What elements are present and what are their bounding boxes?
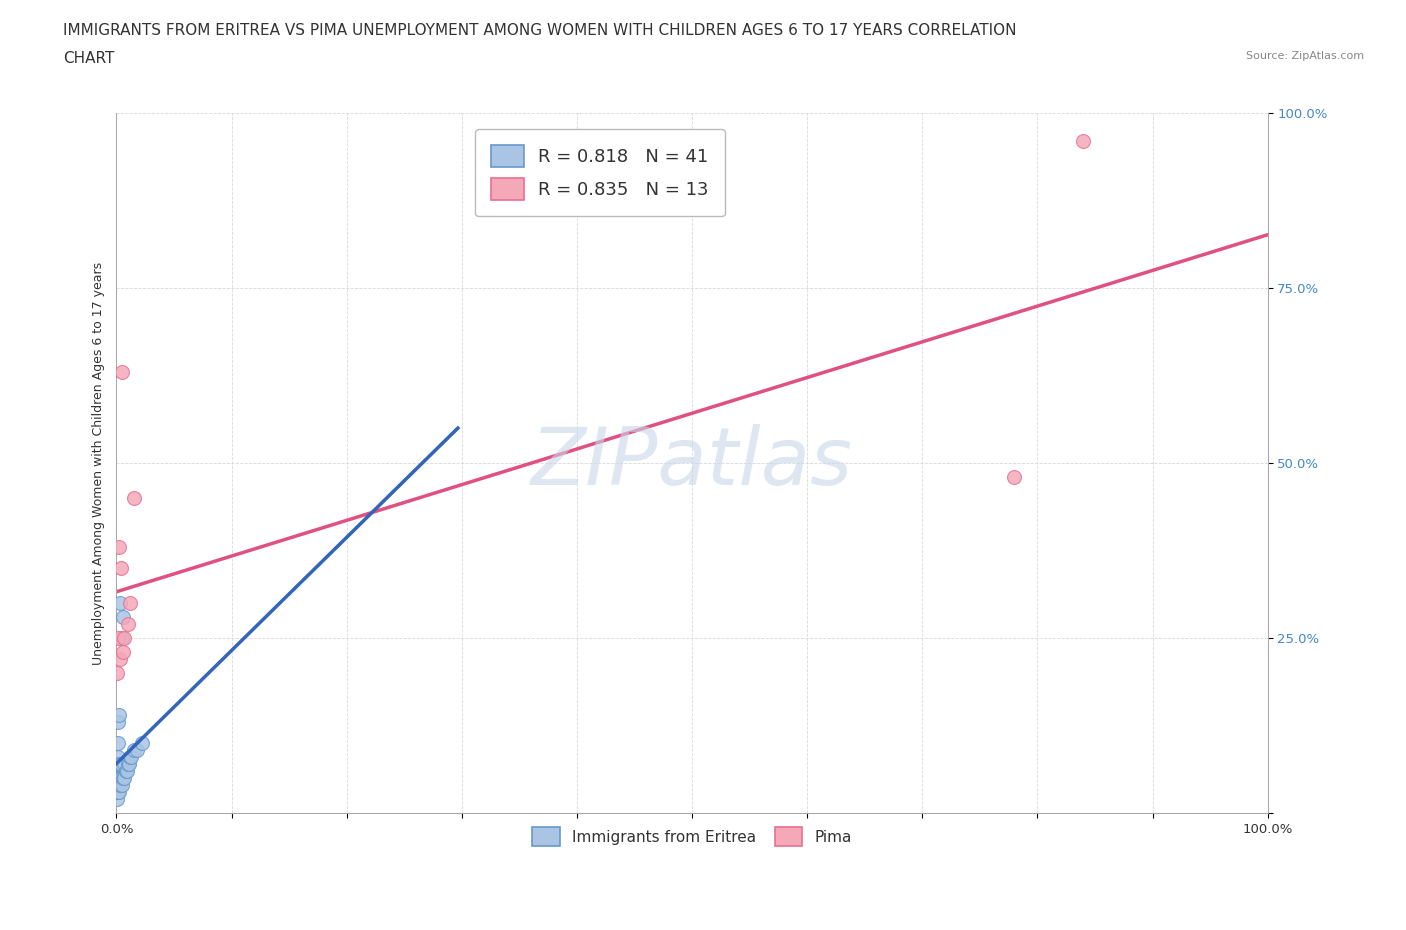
Point [107, 539, 129, 554]
Point [107, 777, 129, 792]
Point [118, 757, 141, 772]
Point [114, 631, 136, 645]
Point [110, 771, 132, 786]
Point [107, 771, 129, 786]
Point [107, 771, 129, 786]
Point [107, 771, 129, 786]
Point [117, 617, 139, 631]
Point [105, 771, 128, 786]
Point [111, 365, 134, 379]
Point [107, 708, 129, 723]
Text: CHART: CHART [63, 51, 115, 66]
Point [105, 777, 128, 792]
Text: ZIPatlas: ZIPatlas [531, 424, 853, 502]
Point [120, 595, 142, 610]
Point [107, 631, 129, 645]
Point [107, 757, 129, 772]
Point [114, 764, 136, 778]
Point [117, 757, 139, 772]
Point [1073, 134, 1095, 149]
Point [114, 771, 136, 786]
Point [107, 736, 129, 751]
Point [108, 757, 131, 772]
Point [110, 561, 132, 576]
Point [107, 750, 129, 764]
Point [105, 785, 128, 800]
Point [127, 743, 149, 758]
Point [108, 595, 131, 610]
Point [105, 757, 128, 772]
Point [107, 714, 129, 729]
Point [108, 771, 131, 786]
Point [1002, 470, 1025, 485]
Point [122, 743, 145, 758]
Point [111, 631, 134, 645]
Point [108, 777, 131, 792]
Point [107, 785, 129, 800]
Point [112, 771, 135, 786]
Point [108, 652, 131, 667]
Point [115, 764, 138, 778]
Point [108, 771, 131, 786]
Point [111, 777, 134, 792]
Point [131, 736, 153, 751]
Point [114, 757, 136, 772]
Point [107, 777, 129, 792]
Point [107, 764, 129, 778]
Y-axis label: Unemployment Among Women with Children Ages 6 to 17 years: Unemployment Among Women with Children A… [93, 261, 105, 665]
Point [122, 491, 145, 506]
Point [110, 757, 132, 772]
Point [120, 750, 142, 764]
Point [107, 757, 129, 772]
Text: Source: ZipAtlas.com: Source: ZipAtlas.com [1246, 51, 1364, 61]
Point [105, 666, 128, 681]
Legend: Immigrants from Eritrea, Pima: Immigrants from Eritrea, Pima [520, 815, 863, 858]
Text: IMMIGRANTS FROM ERITREA VS PIMA UNEMPLOYMENT AMONG WOMEN WITH CHILDREN AGES 6 TO: IMMIGRANTS FROM ERITREA VS PIMA UNEMPLOY… [63, 23, 1017, 38]
Point [112, 610, 135, 625]
Point [120, 750, 142, 764]
Point [107, 785, 129, 800]
Point [112, 644, 135, 659]
Point [105, 791, 128, 806]
